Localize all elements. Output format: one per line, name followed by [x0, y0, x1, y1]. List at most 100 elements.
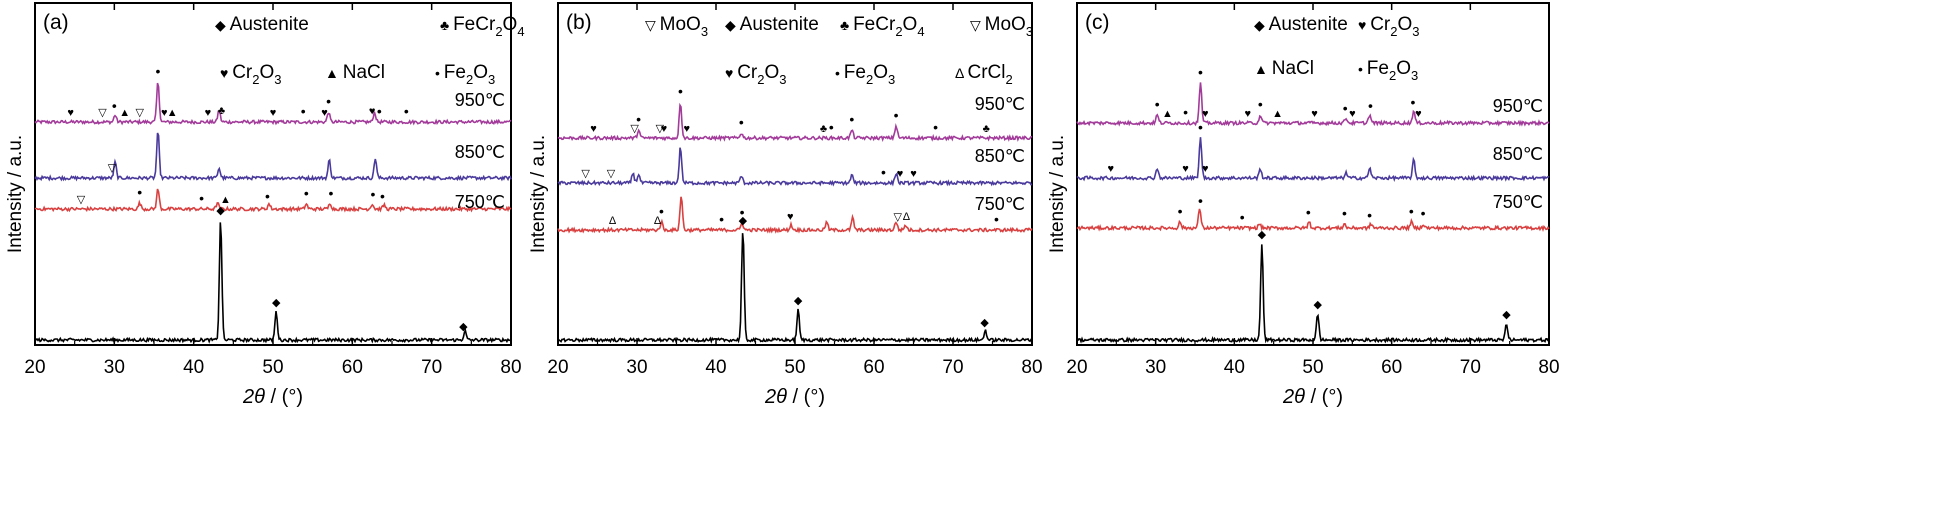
legend-entry: ◆ Austenite — [725, 14, 819, 35]
legend-entry: ▽ MoO3 — [645, 14, 708, 39]
phase-marker: ◆ — [980, 317, 989, 329]
phase-marker: • — [404, 103, 409, 119]
x-tick-label: 40 — [1224, 357, 1245, 378]
phase-marker: ♥ — [684, 123, 691, 135]
y-axis-label: Intensity / a.u. — [5, 135, 26, 253]
phase-marker: Δ — [654, 215, 662, 227]
phase-marker: Δ — [609, 215, 617, 227]
phase-marker: ♥ — [1202, 163, 1209, 175]
phase-marker: • — [265, 188, 270, 204]
panel-label: (b) — [566, 11, 592, 34]
series-750℃: Δ Δ• • • ♥ ▽ Δ •750℃ — [557, 194, 1033, 234]
phase-marker: Δ — [903, 211, 911, 223]
phase-marker: ▽ — [630, 123, 639, 135]
series-line — [1076, 208, 1550, 233]
phase-marker: • — [304, 185, 309, 201]
phase-marker: ◆ — [739, 215, 748, 227]
x-axis-label: 2θ / (°) — [242, 386, 303, 408]
legend-entry: Δ CrCl2 — [955, 62, 1013, 87]
phase-marker: ♥ — [910, 168, 917, 180]
phase-marker: ♣ — [983, 123, 990, 135]
phase-marker: • — [112, 97, 117, 113]
series-line — [1076, 82, 1550, 127]
x-tick-label: 50 — [784, 357, 805, 378]
phase-marker: ♥ — [161, 107, 168, 119]
panel-c: 20 30 40 50 60 70 80 2θ / (°) Intensity / a.u. (c… — [1047, 2, 1560, 408]
phase-marker: • — [1343, 100, 1348, 116]
phase-marker: ▽ — [893, 211, 902, 223]
phase-marker: ◆ — [216, 205, 225, 217]
x-tick-label: 70 — [1460, 357, 1481, 378]
x-tick-label: 80 — [1021, 357, 1042, 378]
phase-marker: • — [740, 204, 745, 220]
phase-marker: • — [1198, 64, 1203, 80]
series-line — [557, 102, 1033, 142]
series-line — [1076, 137, 1550, 183]
phase-marker: • — [377, 103, 382, 119]
phase-marker: ▽ — [656, 123, 665, 135]
phase-marker: ♥ — [1202, 108, 1209, 120]
x-tick-label: 70 — [942, 357, 963, 378]
legend-entry: • Fe2O3 — [435, 62, 495, 87]
series-label: 950℃ — [1493, 96, 1543, 116]
series-line — [557, 147, 1033, 187]
phase-marker: • — [659, 203, 664, 219]
series-line — [34, 82, 512, 126]
phase-marker: • — [156, 63, 161, 79]
phase-marker: ▲ — [1162, 108, 1173, 120]
x-tick-label: 20 — [24, 357, 45, 378]
series-950℃: •▲ ••♥ ♥•▲ ♥ • ♥• •♥ 950℃ — [1076, 64, 1550, 127]
series-750℃: ▽ • • ▲ • • • • • 750℃ — [34, 184, 512, 213]
x-tick-label: 30 — [626, 357, 647, 378]
series-950℃: ♥ ▽ • ▲ ▽•♥ ▲ ♥ ♣ ♥ • ♥•♥ • •950℃ — [34, 63, 512, 126]
phase-marker: ▽ — [77, 194, 86, 206]
phase-marker: ◆ — [1313, 299, 1322, 311]
legend-entry: • Fe2O3 — [1358, 58, 1418, 83]
panel-label: (c) — [1085, 11, 1110, 34]
series-label: 850℃ — [1493, 144, 1543, 164]
phase-marker: • — [1306, 204, 1311, 220]
phase-marker: ♥ — [270, 107, 277, 119]
phase-marker: • — [636, 111, 641, 127]
legend-entry: ♥ Cr2O3 — [725, 62, 787, 87]
legend-entry: ♥ Cr2O3 — [1358, 14, 1420, 39]
phase-marker: • — [1409, 203, 1414, 219]
phase-marker: ◆ — [794, 295, 803, 307]
plot-frame — [557, 2, 1033, 346]
x-tick-label: 30 — [104, 357, 125, 378]
phase-marker: • — [328, 185, 333, 201]
legend-entry: ◆ Austenite — [215, 14, 309, 35]
plot-frame — [34, 2, 512, 346]
phase-marker: • — [994, 211, 999, 227]
x-axis-label: 2θ / (°) — [1282, 386, 1343, 408]
phase-marker: • — [1198, 193, 1203, 209]
phase-marker: ▽ — [135, 107, 144, 119]
phase-marker: • — [137, 184, 142, 200]
phase-marker: • — [829, 119, 834, 135]
series-line — [34, 188, 512, 213]
series-label: 750℃ — [455, 192, 505, 212]
x-tick-label: 80 — [1538, 357, 1559, 378]
series-line — [557, 196, 1033, 234]
phase-marker: • — [1258, 96, 1263, 112]
phase-marker: ♥ — [1244, 108, 1251, 120]
series-untreated: ◆ ◆ ◆ — [34, 205, 512, 344]
legend-entry: ▽ MoO3 — [970, 14, 1033, 39]
series-label: 850℃ — [455, 142, 505, 162]
phase-marker: ♥ — [1415, 108, 1422, 120]
x-tick-label: 80 — [500, 357, 521, 378]
phase-marker: ♥ — [67, 107, 74, 119]
legend-entry: ♥ Cr2O3 — [220, 62, 282, 87]
series-label: 950℃ — [455, 90, 505, 110]
series-untreated: ◆ ◆ ◆ — [1076, 229, 1550, 344]
x-tick-label: 30 — [1145, 357, 1166, 378]
phase-marker: ▽ — [607, 168, 616, 180]
phase-marker: • — [1421, 205, 1426, 221]
x-tick-label: 20 — [547, 357, 568, 378]
phase-marker: • — [1155, 96, 1160, 112]
phase-marker: ▲ — [1272, 108, 1283, 120]
phase-marker: ▽ — [98, 107, 107, 119]
phase-marker: • — [739, 114, 744, 130]
x-tick-label: 50 — [1302, 357, 1323, 378]
series-label: 950℃ — [975, 94, 1025, 114]
